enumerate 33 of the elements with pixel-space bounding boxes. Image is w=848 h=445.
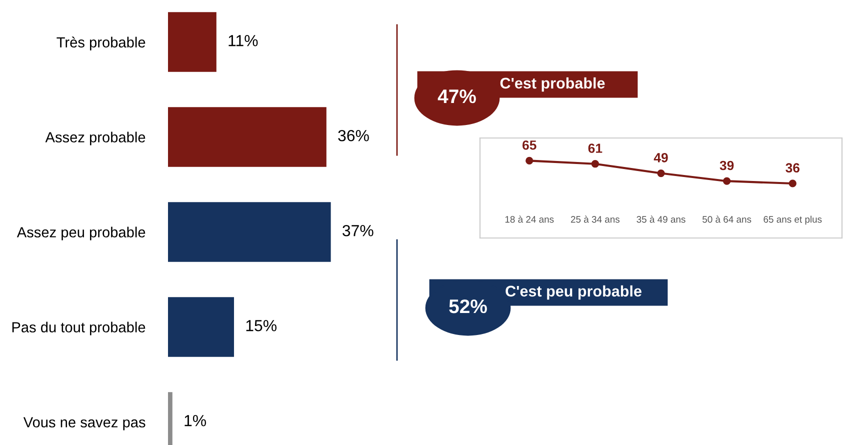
point [657, 169, 665, 178]
y-tick-label: Assez probable [45, 132, 146, 146]
bar [168, 297, 234, 357]
data-label: 1% [184, 415, 206, 426]
x-tick-label: 18 à 24 ans [505, 216, 554, 223]
data-label: 39 [720, 160, 734, 170]
text: 52% [449, 299, 487, 314]
data-label: 36% [338, 130, 369, 142]
bar [168, 107, 326, 167]
text: C'est probable [500, 77, 605, 92]
point [723, 177, 731, 185]
x-tick-label: 65 ans et plus [764, 216, 822, 225]
data-label: 65 [522, 140, 536, 150]
data-label: 11% [228, 35, 258, 46]
x-tick-label: 50 à 64 ans [702, 216, 752, 223]
y-tick-label: Vous ne savez pas [23, 417, 146, 430]
point [591, 160, 599, 168]
y-tick-label: Assez peu probable [16, 226, 146, 240]
point [788, 180, 796, 188]
data-label: 49 [654, 152, 668, 162]
x-tick-label: 35 à 49 ans [636, 216, 686, 223]
data-label: 36 [786, 163, 800, 173]
y-tick-label: Très probable [56, 36, 146, 50]
data-label: 61 [588, 144, 602, 153]
y-tick-label: Pas du tout probable [12, 322, 146, 336]
bar [168, 202, 331, 262]
point [526, 156, 534, 165]
text: C'est peu probable [506, 285, 642, 300]
data-label: 37% [342, 224, 374, 236]
bar [168, 12, 216, 72]
text: 47% [438, 90, 476, 104]
data-label: 15% [246, 320, 277, 332]
x-tick-label: 25 à 34 ans [570, 216, 620, 223]
